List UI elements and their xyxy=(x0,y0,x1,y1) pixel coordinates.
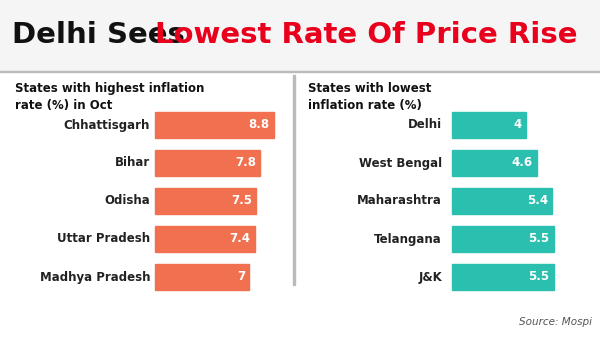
Bar xyxy=(155,150,260,176)
Text: Delhi: Delhi xyxy=(408,119,442,132)
Text: 4.6: 4.6 xyxy=(512,156,533,170)
Bar xyxy=(0,70,600,72)
Text: Maharashtra: Maharashtra xyxy=(357,194,442,207)
Text: Telangana: Telangana xyxy=(374,233,442,245)
Bar xyxy=(155,112,274,138)
Bar xyxy=(155,188,256,214)
Text: Delhi Sees: Delhi Sees xyxy=(12,21,195,49)
Bar xyxy=(0,0,600,70)
Text: 5.4: 5.4 xyxy=(527,194,548,207)
Text: States with highest inflation
rate (%) in Oct: States with highest inflation rate (%) i… xyxy=(15,82,205,112)
Text: 8.8: 8.8 xyxy=(248,119,269,132)
Text: Bihar: Bihar xyxy=(115,156,150,170)
Text: 7: 7 xyxy=(237,271,245,284)
Text: Madhya Pradesh: Madhya Pradesh xyxy=(40,271,150,284)
Bar xyxy=(155,264,250,290)
Text: Lowest Rate Of Price Rise: Lowest Rate Of Price Rise xyxy=(155,21,577,49)
Bar xyxy=(452,264,554,290)
Text: J&K: J&K xyxy=(418,271,442,284)
Text: Uttar Pradesh: Uttar Pradesh xyxy=(57,233,150,245)
Text: Chhattisgarh: Chhattisgarh xyxy=(64,119,150,132)
Text: States with lowest
inflation rate (%): States with lowest inflation rate (%) xyxy=(308,82,431,112)
Text: Odisha: Odisha xyxy=(104,194,150,207)
Text: 5.5: 5.5 xyxy=(529,233,550,245)
Text: 7.4: 7.4 xyxy=(230,233,251,245)
Bar xyxy=(452,112,526,138)
Bar xyxy=(452,150,537,176)
Text: 7.5: 7.5 xyxy=(231,194,252,207)
Bar xyxy=(293,75,295,285)
Bar xyxy=(452,226,554,252)
Text: 7.8: 7.8 xyxy=(235,156,256,170)
Text: 5.5: 5.5 xyxy=(529,271,550,284)
Text: Source: Mospi: Source: Mospi xyxy=(519,317,592,327)
Bar xyxy=(155,226,255,252)
Text: West Bengal: West Bengal xyxy=(359,156,442,170)
Bar xyxy=(452,188,551,214)
Text: 4: 4 xyxy=(514,119,522,132)
